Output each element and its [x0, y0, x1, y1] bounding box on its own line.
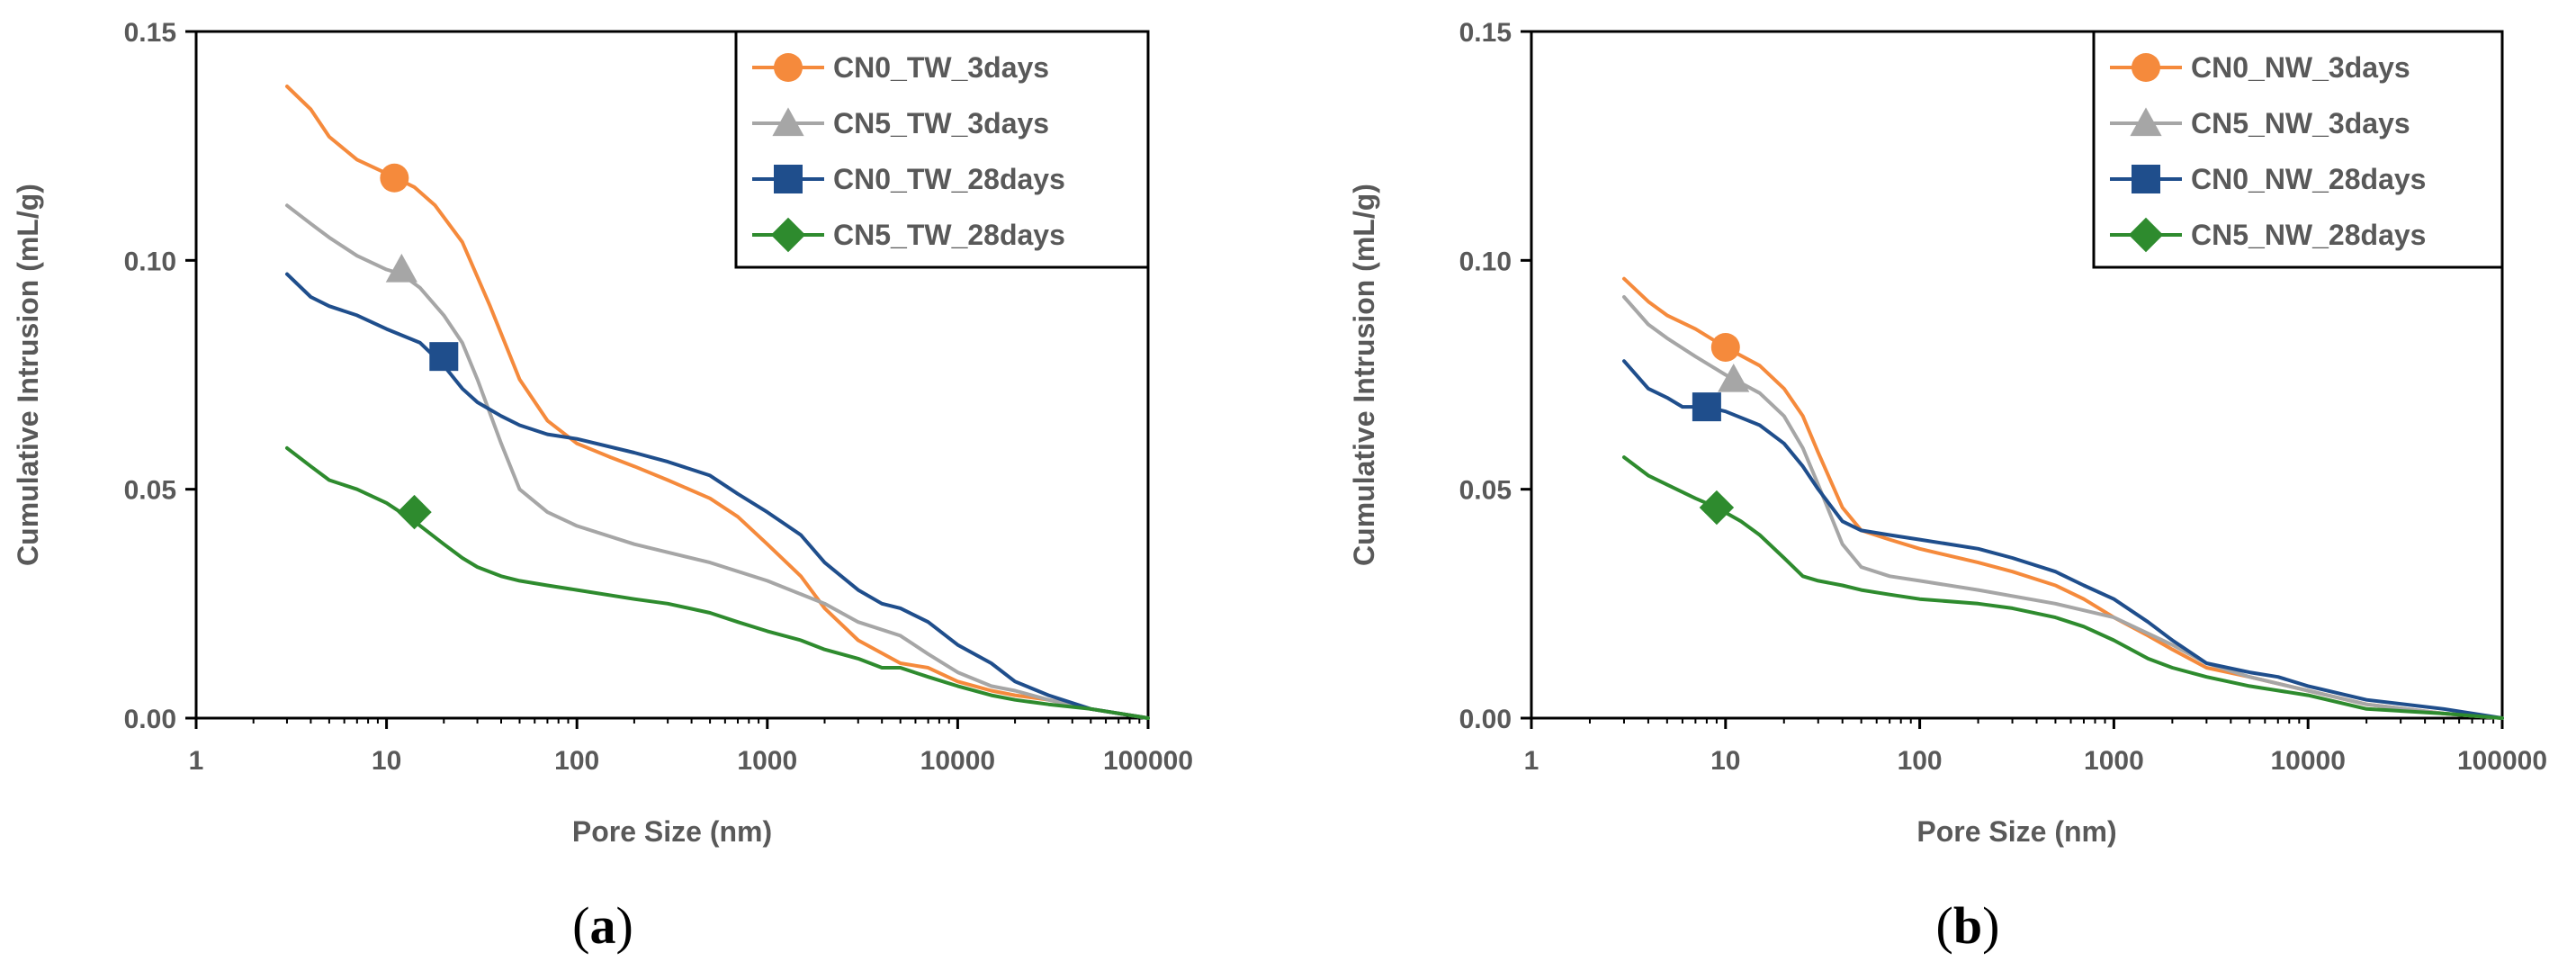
- legend-item: CN5_NW_3days: [2110, 107, 2410, 139]
- x-tick-label: 10: [372, 746, 401, 776]
- series-CN5_TW_28days: [285, 445, 1150, 720]
- legend-frame: [734, 30, 1150, 269]
- legend-item: CN0_TW_3days: [752, 51, 1049, 84]
- x-tick-label: 1: [1524, 746, 1539, 776]
- legend: CN0_TW_3days CN5_TW_3days CN0_TW_28days CN5…: [734, 30, 1150, 269]
- legend-label: CN0_NW_3days: [2191, 51, 2410, 84]
- legend-swatch-marker: [2132, 53, 2160, 82]
- x-axis-label: Pore Size (nm): [1916, 815, 2116, 848]
- x-tick-label: 1000: [737, 746, 797, 776]
- legend-swatch-marker: [772, 107, 804, 137]
- series-CN5_TW_3days: [285, 203, 1150, 720]
- y-tick-label: 0.15: [124, 18, 176, 48]
- series-line: [285, 445, 1150, 720]
- y-tick-label: 0.00: [1459, 705, 1512, 734]
- panel-label-b-letter: b: [1953, 896, 1982, 955]
- series-marker: [1718, 363, 1750, 392]
- x-tick-label: 100000: [1103, 746, 1193, 776]
- legend-item: CN0_TW_28days: [752, 163, 1065, 195]
- panel-label-a-letter: a: [590, 896, 616, 955]
- series-CN0_NW_28days: [1622, 359, 2504, 720]
- plot-area-frame: [1530, 30, 2504, 720]
- legend-label: CN5_NW_28days: [2191, 219, 2426, 251]
- series-marker: [380, 163, 409, 193]
- chart-b: 0.00 0.05 0.10 0.15 1 10 100 1000 10000 100000 Por…: [1348, 18, 2547, 848]
- x-tick-label: 10: [1710, 746, 1740, 776]
- y-tick-label: 0.05: [1459, 476, 1512, 506]
- panel-label-a: (a): [572, 896, 633, 955]
- series-marker: [1699, 490, 1735, 526]
- series-line: [1622, 295, 2504, 720]
- x-tick-label: 10000: [2270, 746, 2345, 776]
- legend-swatch-marker: [2128, 217, 2164, 253]
- series-marker: [1710, 332, 1740, 362]
- series-line: [285, 272, 1150, 720]
- x-tick-label: 100: [554, 746, 599, 776]
- series-marker: [397, 494, 432, 530]
- y-tick-label: 0.05: [124, 476, 176, 506]
- legend-label: CN0_TW_28days: [833, 163, 1065, 195]
- legend-item: CN5_TW_28days: [752, 217, 1065, 253]
- series-marker: [1692, 392, 1721, 422]
- legend-swatch-marker: [774, 53, 803, 82]
- y-axis-label: Cumulative Intrusion (mL/g): [1348, 184, 1380, 566]
- chart-a: 0.00 0.05 0.10 0.15 1 10 100 1000 10000 100000 Por…: [12, 18, 1193, 848]
- series-CN5_NW_3days: [1622, 295, 2504, 720]
- legend-item: CN5_TW_3days: [752, 107, 1049, 139]
- legend-swatch-marker: [2132, 165, 2160, 193]
- plot-area-frame: [194, 30, 1150, 720]
- legend-item: CN0_NW_3days: [2110, 51, 2410, 84]
- legend-label: CN5_TW_3days: [833, 107, 1049, 139]
- legend-swatch-marker: [774, 165, 803, 193]
- series-line: [1622, 276, 2504, 720]
- series-marker: [385, 253, 417, 283]
- legend-label: CN5_NW_3days: [2191, 107, 2410, 139]
- y-tick-label: 0.15: [1459, 18, 1512, 48]
- x-tick-label: 1000: [2084, 746, 2144, 776]
- series-CN0_TW_3days: [285, 85, 1150, 720]
- legend-frame: [2092, 30, 2504, 269]
- series-CN5_NW_28days: [1622, 455, 2504, 720]
- x-tick-label: 10000: [920, 746, 995, 776]
- legend-swatch-marker: [2130, 107, 2162, 137]
- y-tick-label: 0.00: [124, 705, 176, 734]
- series-line: [285, 203, 1150, 720]
- legend: CN0_NW_3days CN5_NW_3days CN0_NW_28days CN5…: [2092, 30, 2504, 269]
- legend-item: CN0_NW_28days: [2110, 163, 2426, 195]
- x-tick-label: 1: [189, 746, 204, 776]
- legend-swatch-marker: [770, 217, 806, 253]
- y-tick-label: 0.10: [124, 247, 176, 276]
- legend-label: CN0_TW_3days: [833, 51, 1049, 84]
- series-CN0_TW_28days: [285, 272, 1150, 720]
- x-tick-label: 100: [1898, 746, 1943, 776]
- series-CN0_NW_3days: [1622, 276, 2504, 720]
- y-tick-label: 0.10: [1459, 247, 1512, 276]
- legend-item: CN5_NW_28days: [2110, 217, 2426, 253]
- y-axis-label: Cumulative Intrusion (mL/g): [12, 184, 44, 566]
- series-line: [1622, 359, 2504, 720]
- legend-label: CN5_TW_28days: [833, 219, 1065, 251]
- x-axis-label: Pore Size (nm): [572, 815, 772, 848]
- panel-label-b: (b): [1936, 896, 2000, 955]
- x-tick-label: 100000: [2457, 746, 2547, 776]
- legend-label: CN0_NW_28days: [2191, 163, 2426, 195]
- series-marker: [429, 342, 459, 372]
